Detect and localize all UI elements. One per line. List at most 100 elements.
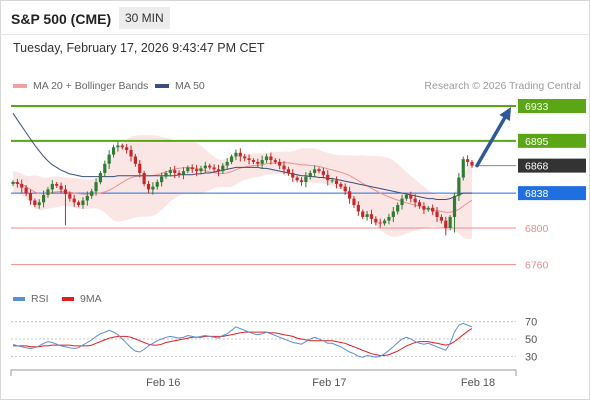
- research-credit: Research © 2026 Trading Central: [424, 80, 581, 92]
- candle-body: [417, 202, 422, 206]
- rsi-tick-70: 70: [525, 317, 537, 329]
- candle-body: [404, 194, 409, 199]
- candle-body: [382, 220, 387, 224]
- candle-body: [422, 205, 426, 210]
- candle-body: [238, 152, 242, 157]
- candle-body: [103, 163, 107, 173]
- candle-body: [173, 170, 177, 173]
- candle-body: [225, 161, 229, 166]
- candle-body: [278, 161, 282, 166]
- rsi-ma-line: [13, 328, 473, 356]
- candle-body: [216, 169, 221, 172]
- candle-body: [264, 156, 269, 161]
- projection-arrow-head: [499, 107, 511, 121]
- rsi-legend-label: RSI: [31, 293, 49, 305]
- rsi-tick-50: 50: [525, 334, 537, 346]
- candle-body: [334, 180, 339, 184]
- level-badge-6838: [518, 186, 586, 201]
- candle-body: [168, 170, 172, 173]
- candle-body: [356, 205, 360, 212]
- candle-body: [387, 216, 391, 221]
- projection-arrow: [475, 107, 511, 168]
- candle-body: [203, 165, 207, 169]
- legend-bollinger: MA 20 + Bollinger Bands: [13, 80, 148, 92]
- candle-body: [343, 186, 347, 192]
- candle-body: [431, 207, 435, 212]
- moving-averages: [12, 113, 473, 213]
- candle-body: [352, 198, 356, 206]
- candle-body: [470, 161, 474, 166]
- candle-body: [326, 174, 330, 181]
- candle-body: [120, 145, 124, 148]
- candle-body: [212, 167, 216, 170]
- candle-body: [260, 160, 264, 164]
- candle-body: [273, 160, 277, 162]
- candle-body: [448, 216, 452, 228]
- candle-body: [286, 169, 290, 173]
- candle-body: [55, 183, 59, 186]
- candle-body: [63, 189, 68, 195]
- instrument-title: S&P 500 (CME): [11, 11, 112, 27]
- candle-body: [369, 214, 374, 219]
- candle-body: [439, 216, 443, 221]
- level-label-6868: 6868: [525, 161, 549, 173]
- candle-body: [76, 202, 81, 206]
- ma50-swatch: [155, 84, 169, 88]
- candle-body: [111, 147, 116, 155]
- candle-body: [85, 195, 89, 201]
- candle-body: [251, 160, 256, 162]
- bollinger-band-area: [13, 135, 472, 239]
- candles: [11, 141, 474, 236]
- candle-body: [33, 200, 37, 206]
- candle-body: [164, 172, 168, 177]
- candle-body: [317, 169, 321, 172]
- candle-body: [299, 180, 304, 183]
- candle-body: [199, 168, 203, 172]
- candle-body: [177, 172, 181, 175]
- candle-body: [11, 182, 15, 184]
- ma50-line: [12, 113, 472, 200]
- rsi-panel: 70 50 30: [11, 317, 537, 363]
- candle-body: [391, 211, 395, 217]
- level-badge-6933: [518, 99, 586, 114]
- level-badge-6868: [518, 158, 586, 173]
- candle-body: [435, 211, 439, 217]
- candle-body: [234, 152, 238, 157]
- candle-body: [409, 194, 413, 199]
- candle-body: [444, 220, 448, 228]
- header-divider: [0, 34, 590, 35]
- candle-body: [208, 165, 212, 168]
- candle-body: [50, 183, 54, 190]
- candle-body: [195, 169, 199, 172]
- candle-body: [452, 195, 457, 217]
- legend-rsi-ma: 9MA: [62, 293, 102, 305]
- candle-body: [116, 145, 120, 148]
- candle-body: [308, 172, 312, 177]
- candle-body: [151, 186, 155, 190]
- timeframe-badge[interactable]: 30 MIN: [119, 7, 170, 29]
- candle-body: [181, 171, 186, 175]
- candle-body: [374, 218, 378, 223]
- candle-body: [133, 156, 137, 164]
- candle-body: [426, 207, 430, 210]
- candle-body: [125, 147, 129, 151]
- candle-body: [190, 167, 194, 170]
- candle-body: [291, 172, 295, 178]
- bollinger-swatch: [13, 84, 27, 88]
- candle-body: [186, 167, 190, 172]
- candle-body: [20, 183, 24, 188]
- candle-body: [37, 202, 41, 206]
- x-tick-feb-17: Feb 17: [312, 377, 346, 389]
- candle-body: [59, 185, 63, 190]
- candle-body: [15, 182, 19, 184]
- candle-body: [146, 183, 151, 190]
- bollinger-legend-label: MA 20 + Bollinger Bands: [33, 80, 149, 92]
- candle-body: [304, 176, 308, 183]
- x-tick-feb-16: Feb 16: [146, 377, 180, 389]
- candle-body: [247, 158, 251, 161]
- candle-body: [339, 183, 343, 187]
- candle-body: [361, 211, 365, 217]
- candle-body: [282, 165, 286, 170]
- legend-rsi: RSI: [13, 293, 49, 305]
